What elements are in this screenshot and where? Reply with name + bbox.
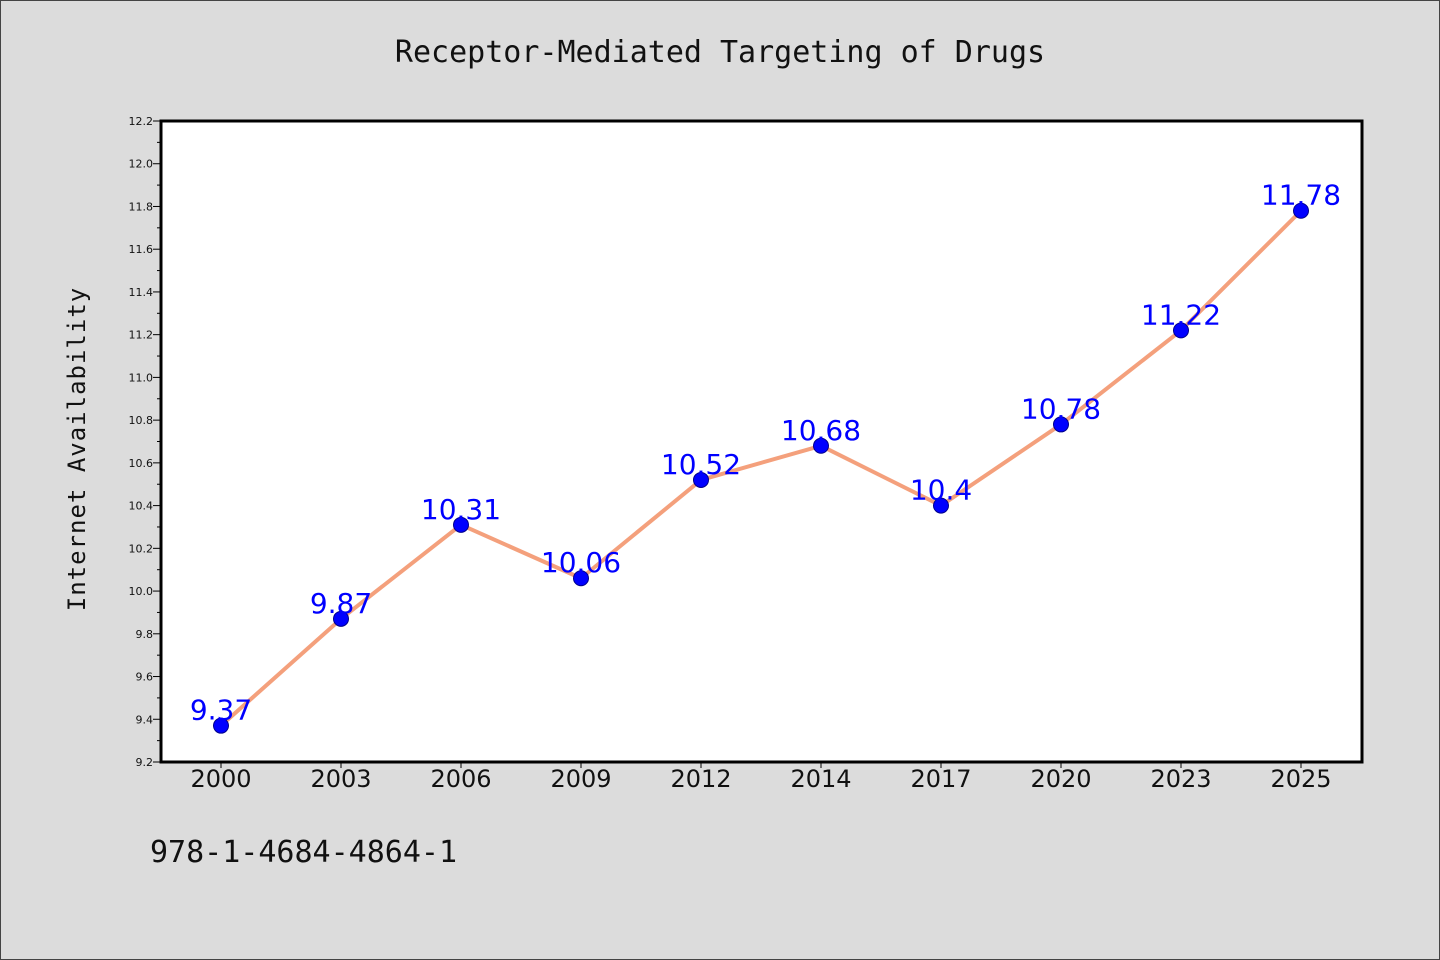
data-label: 10.4 [910, 474, 972, 507]
y-tick-label: 10.8 [129, 414, 154, 427]
data-point [813, 437, 829, 454]
series-line [219, 209, 1303, 728]
x-tick-label: 2014 [790, 765, 851, 793]
data-label: 9.87 [310, 587, 372, 620]
y-tick-label: 10.6 [129, 457, 154, 470]
y-tick-label: 11.4 [129, 286, 154, 299]
series-layer [213, 202, 1309, 734]
data-label: 10.31 [421, 493, 501, 526]
data-label: 10.68 [781, 414, 861, 447]
x-tick-label: 2025 [1270, 765, 1331, 793]
data-labels: 9.37 9.87 10.31 10.06 10.52 10.68 10.4 10.78 11.… [190, 179, 1341, 727]
data-point [1053, 416, 1069, 433]
x-tick-label: 2009 [550, 765, 611, 793]
x-tick-label: 2020 [1030, 765, 1091, 793]
x-tick-label: 2003 [310, 765, 371, 793]
data-point [213, 717, 229, 734]
y-tick-label: 9.8 [136, 628, 154, 641]
data-point [933, 497, 949, 514]
y-tick-label: 9.4 [136, 713, 154, 726]
footer-text: 978-1-4684-4864-1 [150, 835, 458, 870]
y-tick-label: 10.4 [129, 500, 154, 513]
data-label: 11.78 [1261, 179, 1341, 212]
y-tick-label: 10.2 [129, 542, 154, 555]
x-axis: 2000 2003 2006 2009 2012 2014 2017 2020 2023 2025 [190, 762, 1332, 793]
chart-title: Receptor-Mediated Targeting of Drugs [394, 35, 1046, 70]
x-tick-label: 2006 [430, 765, 491, 793]
data-point [1173, 322, 1189, 339]
y-tick-label: 9.6 [136, 671, 154, 684]
x-tick-label: 2017 [910, 765, 971, 793]
y-axis: 9.2 9.4 9.6 9.8 10.0 10.2 10.4 10.6 10.8 11.0 11.2… [129, 115, 161, 769]
data-point [453, 516, 469, 533]
x-tick-label: 2012 [670, 765, 731, 793]
data-label: 11.22 [1141, 298, 1221, 331]
y-tick-label: 11.2 [129, 329, 154, 342]
data-label: 10.78 [1021, 392, 1101, 425]
y-tick-label: 12.0 [129, 158, 154, 171]
y-tick-label: 11.0 [129, 371, 154, 384]
x-tick-label: 2000 [190, 765, 251, 793]
plot-area [159, 119, 1364, 764]
data-label: 9.37 [190, 694, 252, 727]
data-point [573, 570, 589, 587]
data-label: 10.52 [661, 448, 741, 481]
x-tick-label: 2023 [1150, 765, 1211, 793]
y-tick-label: 11.8 [129, 200, 154, 213]
data-point [693, 471, 709, 488]
data-point [1293, 202, 1309, 219]
y-tick-label: 12.2 [129, 115, 154, 128]
y-tick-label: 9.2 [136, 756, 154, 769]
data-label: 10.06 [541, 546, 621, 579]
y-tick-label: 10.0 [129, 585, 154, 598]
y-tick-label: 11.6 [129, 243, 154, 256]
data-point [333, 610, 349, 627]
